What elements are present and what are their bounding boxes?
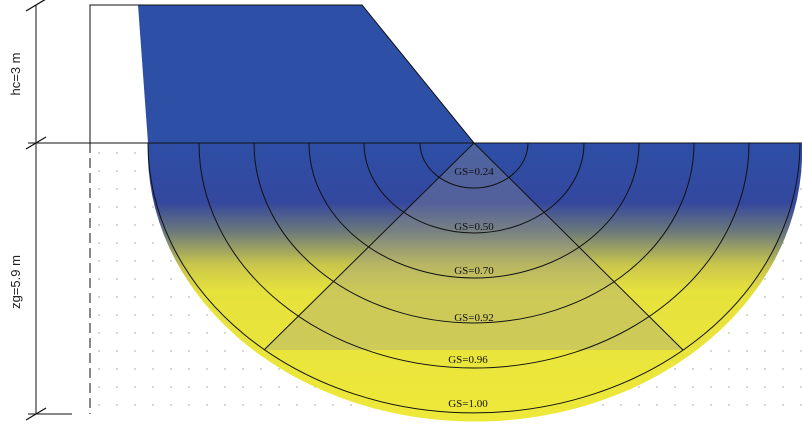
contour-arc-096 — [198, 142, 750, 369]
contour-arc-070 — [308, 142, 640, 279]
contour-label-070: GS=0.70 — [454, 265, 494, 277]
contour-arc-024 — [419, 142, 529, 189]
contour-label-100: GS=1.00 — [448, 398, 488, 410]
zg-dimension-label: zg=5.9 m — [8, 255, 23, 309]
hc-dimension-label: hc=3 m — [8, 53, 23, 96]
influence-wedge — [264, 143, 683, 350]
contour-label-024: GS=0.24 — [454, 166, 494, 178]
contour-arc-050 — [363, 142, 585, 234]
contour-label-050: GS=0.50 — [454, 221, 494, 233]
contour-label-096: GS=0.96 — [448, 354, 488, 366]
contour-label-092: GS=0.92 — [454, 312, 494, 324]
embankment-body — [138, 5, 474, 143]
dimension-tick-mid — [25, 136, 47, 150]
embankment-outline — [89, 4, 475, 144]
dimension-tick-top — [25, 0, 46, 12]
contour-arc-092 — [253, 142, 695, 324]
